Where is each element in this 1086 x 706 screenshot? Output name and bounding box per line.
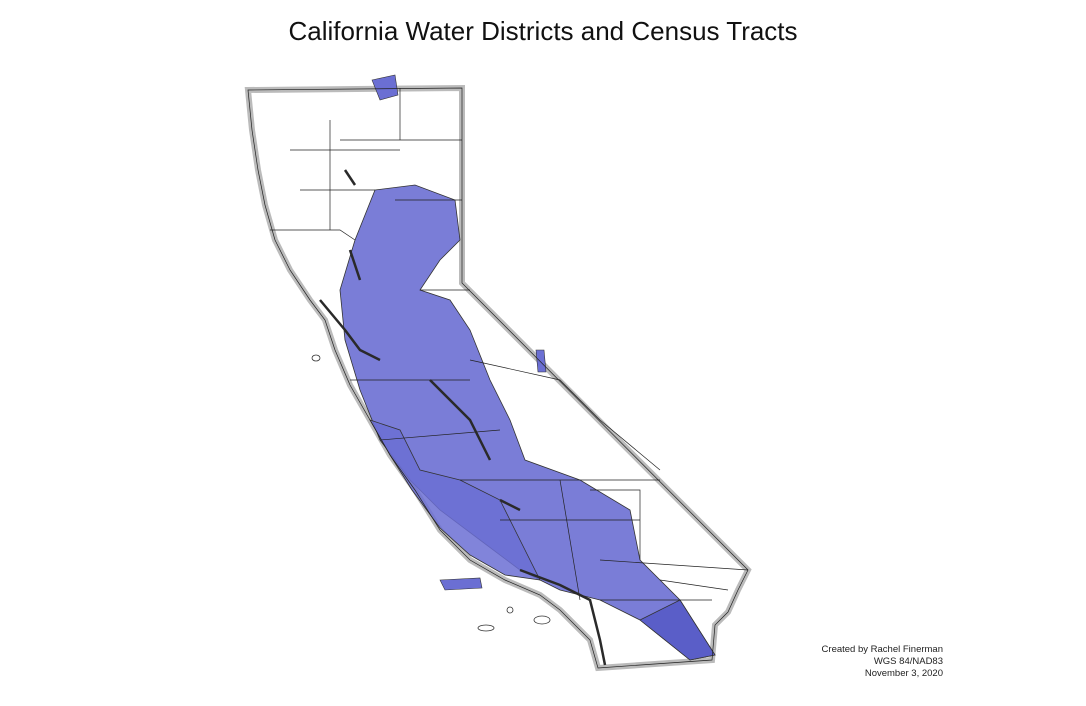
map-credits: Created by Rachel Finerman WGS 84/NAD83 … <box>822 644 943 680</box>
census-tracts-layer <box>247 87 749 669</box>
channel-island-district <box>439 577 483 591</box>
credit-crs: WGS 84/NAD83 <box>873 656 943 667</box>
imperial-district <box>639 599 716 661</box>
coastal-districts <box>369 419 541 581</box>
credit-author: Created by Rachel Finerman <box>821 644 943 655</box>
state-outline-halo <box>244 84 752 672</box>
owens-district <box>535 349 547 373</box>
credit-date: November 3, 2020 <box>864 668 943 679</box>
northern-district <box>371 74 399 101</box>
map-title: California Water Districts and Census Tr… <box>288 16 798 46</box>
islands <box>311 354 551 632</box>
